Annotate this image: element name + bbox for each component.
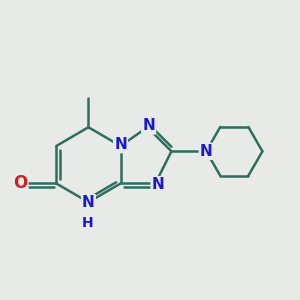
Text: N: N: [200, 144, 213, 159]
Text: N: N: [82, 195, 95, 210]
Text: N: N: [152, 177, 164, 192]
Text: N: N: [142, 118, 155, 134]
Text: H: H: [81, 216, 93, 230]
Text: N: N: [114, 137, 127, 152]
Text: O: O: [13, 175, 27, 193]
